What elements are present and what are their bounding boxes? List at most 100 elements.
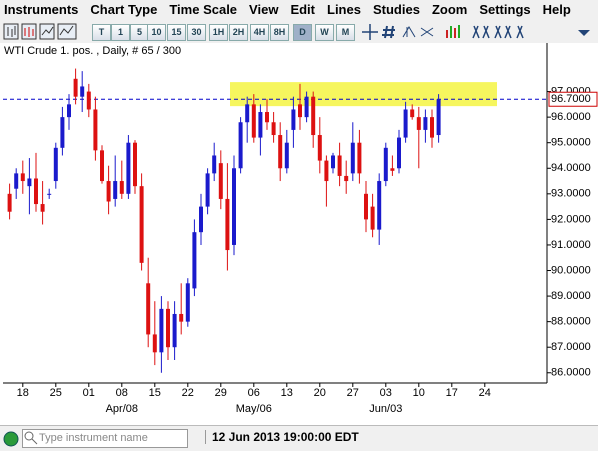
search-box[interactable]: Type instrument name [22, 429, 188, 448]
candle-body [166, 308, 170, 348]
menu-item[interactable]: Zoom [431, 2, 468, 17]
timeframe-button[interactable]: 15 [167, 24, 186, 41]
candle-body [311, 96, 316, 136]
icon[interactable] [39, 23, 55, 40]
candle-body [317, 135, 322, 161]
candle-body [218, 163, 223, 199]
candle-body [383, 147, 388, 182]
candle-body [185, 283, 190, 322]
candle-body [34, 178, 38, 205]
timeframe-button[interactable]: 5 [130, 24, 149, 41]
candle-body [284, 142, 289, 169]
candle-body [278, 135, 283, 169]
candle-body [86, 91, 91, 110]
x-tick-label: 06 [248, 387, 260, 399]
candle-body [133, 142, 137, 187]
icon[interactable] [446, 25, 460, 38]
candle-body [179, 313, 184, 322]
timeframe-button[interactable]: W [315, 24, 334, 41]
menu-bar: Instruments Chart Type Time Scale View Edit L… [0, 0, 598, 19]
x-tick-label: 01 [83, 387, 95, 399]
x-tick-label: 17 [446, 387, 458, 399]
candle-body [7, 193, 12, 212]
candle-body [225, 198, 230, 251]
icon[interactable] [382, 25, 395, 39]
candle-body [238, 122, 243, 169]
timeframe-button[interactable]: 10 [147, 24, 166, 41]
candle-body [298, 104, 302, 118]
y-tick-label: 92.0000 [551, 213, 591, 225]
candle-body [258, 112, 263, 138]
icon[interactable] [57, 23, 77, 40]
candle-body [80, 86, 85, 97]
icon[interactable] [578, 30, 590, 36]
menu-item[interactable]: Studies [372, 2, 420, 17]
menu-item[interactable]: Settings [479, 2, 531, 17]
y-tick-label: 94.0000 [551, 162, 591, 174]
menu-item[interactable]: Chart Type [90, 2, 158, 17]
x-group-label: Apr/08 [106, 403, 138, 415]
candle-body [430, 117, 434, 138]
timeframe-button[interactable]: 30 [187, 24, 206, 41]
timeframe-button[interactable]: 4H [250, 24, 269, 41]
candle-body [265, 112, 269, 123]
candle-body [60, 117, 65, 148]
timeframe-button[interactable]: T [92, 24, 111, 41]
menu-item[interactable]: Lines [327, 2, 361, 17]
chart: WTI Crude 1. pos. , Daily, # 65 / 300 86… [0, 43, 598, 425]
candle-body [100, 150, 104, 182]
candle-body [14, 173, 19, 189]
icon[interactable] [402, 26, 416, 38]
x-group-label: May/06 [236, 403, 272, 415]
candle-body [106, 181, 111, 202]
candle-body [390, 168, 395, 171]
candle-body [126, 142, 131, 194]
timeframe-button[interactable]: D [293, 24, 312, 41]
candle-body [377, 181, 382, 230]
timeframe-button[interactable]: 1H [209, 24, 228, 41]
timeframe-button[interactable]: 8H [270, 24, 289, 41]
y-tick-label: 93.0000 [551, 188, 591, 200]
status-bar: Type instrument name 12 Jun 2013 19:00:0… [0, 425, 598, 451]
menu-item[interactable]: Help [542, 2, 571, 17]
candle-body [139, 186, 144, 263]
y-tick-label: 87.0000 [551, 341, 591, 353]
candle-body [291, 109, 296, 130]
candle-body [53, 147, 58, 182]
candle-body [159, 308, 164, 353]
x-group-label: Jun/03 [369, 403, 402, 415]
last-price-label: 96.7000 [551, 93, 591, 105]
timeframe-button[interactable]: 1 [111, 24, 130, 41]
x-tick-label: 22 [182, 387, 194, 399]
candle-body [152, 334, 157, 353]
menu-item[interactable]: Time Scale [169, 2, 238, 17]
icon[interactable] [472, 25, 524, 39]
last-price-box [548, 91, 598, 107]
candle-body [73, 78, 78, 97]
timeframe-button[interactable]: 2H [229, 24, 248, 41]
candle-body [172, 313, 177, 348]
candle-body [192, 232, 197, 289]
x-tick-label: 10 [413, 387, 425, 399]
candle-body [337, 155, 342, 176]
icon[interactable] [21, 23, 37, 40]
menu-item[interactable]: Edit [290, 2, 315, 17]
candle-body [251, 104, 256, 138]
candle-body [423, 117, 428, 130]
candle-body [47, 193, 52, 195]
icon[interactable] [362, 24, 378, 40]
menu-item[interactable]: Instruments [4, 2, 79, 17]
candle-body [397, 137, 401, 169]
y-tick-label: 96.0000 [551, 111, 591, 123]
y-tick-label: 91.0000 [551, 239, 591, 251]
menu-item[interactable]: View [249, 2, 279, 17]
x-tick-label: 20 [314, 387, 326, 399]
search-placeholder: Type instrument name [39, 432, 148, 444]
candle-body [113, 181, 118, 199]
candle-body [232, 168, 236, 245]
icon[interactable] [3, 23, 19, 40]
candle-body [20, 173, 25, 182]
icon[interactable] [420, 27, 434, 37]
timeframe-button[interactable]: M [336, 24, 355, 41]
